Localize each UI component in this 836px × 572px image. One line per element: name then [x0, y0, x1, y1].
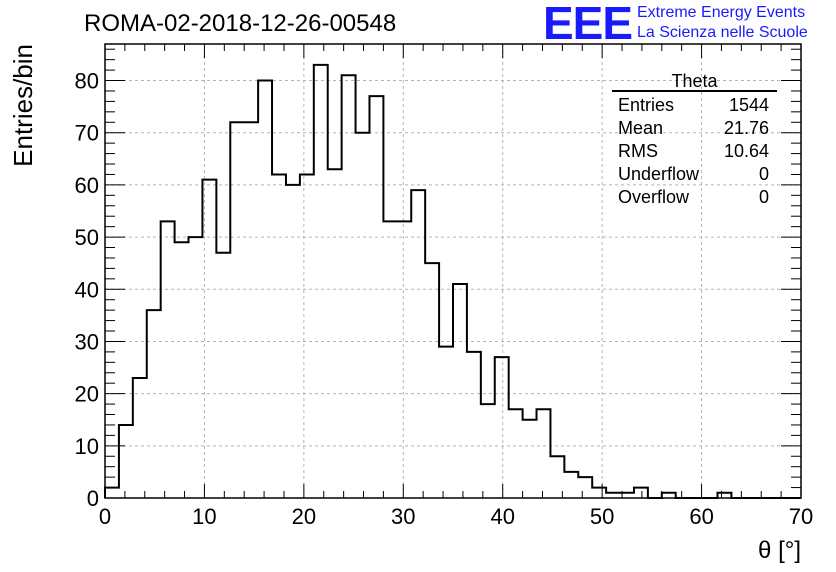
y-tick-label: 30 — [75, 329, 99, 354]
stats-label: Overflow — [618, 187, 690, 207]
y-tick-label: 40 — [75, 277, 99, 302]
x-tick-label: 40 — [490, 504, 514, 529]
x-tick-label: 70 — [789, 504, 813, 529]
x-tick-label: 0 — [99, 504, 111, 529]
stats-label: RMS — [618, 141, 658, 161]
x-axis-label: θ [°] — [758, 537, 801, 564]
x-tick-label: 60 — [689, 504, 713, 529]
y-tick-label: 70 — [75, 121, 99, 146]
stats-row-overflow: Overflow 0 — [612, 186, 777, 209]
x-tick-label: 50 — [590, 504, 614, 529]
histogram-line — [104, 63, 801, 499]
y-tick-label: 80 — [75, 69, 99, 94]
stats-box: Theta Entries 1544 Mean 21.76 RMS 10.64 … — [612, 72, 777, 209]
x-tick-label: 20 — [292, 504, 316, 529]
stats-value: 0 — [758, 187, 769, 207]
logo-subtitle-line2: La Scienza nelle Scuole — [637, 24, 808, 41]
y-tick-label: 50 — [75, 225, 99, 250]
y-tick-label: 20 — [75, 382, 99, 407]
run-title: ROMA-02-2018-12-26-00548 — [84, 10, 397, 37]
stats-value: 21.76 — [723, 118, 769, 138]
plot-frame — [104, 43, 802, 499]
stats-label: Mean — [618, 118, 664, 138]
stats-row-underflow: Underflow 0 — [612, 163, 777, 186]
y-tick-label: 10 — [75, 434, 99, 459]
stats-row-mean: Mean 21.76 — [612, 117, 777, 140]
stats-value: 0 — [758, 164, 769, 184]
y-tick-label: 0 — [87, 486, 99, 511]
stats-row-rms: RMS 10.64 — [612, 140, 777, 163]
x-tick-label: 30 — [391, 504, 415, 529]
y-tick-label: 60 — [75, 173, 99, 198]
x-tick-label: 10 — [192, 504, 216, 529]
stats-value: 1544 — [728, 95, 769, 115]
stats-label: Entries — [618, 95, 675, 115]
eee-logo: EEE — [543, 0, 633, 49]
stats-value: 10.64 — [723, 141, 769, 161]
y-axis-label: Entries/bin — [8, 44, 38, 167]
stats-row-entries: Entries 1544 — [612, 94, 777, 117]
stats-title: Theta — [612, 72, 777, 92]
logo-subtitle-line1: Extreme Energy Events — [637, 4, 806, 21]
stats-label: Underflow — [618, 164, 700, 184]
